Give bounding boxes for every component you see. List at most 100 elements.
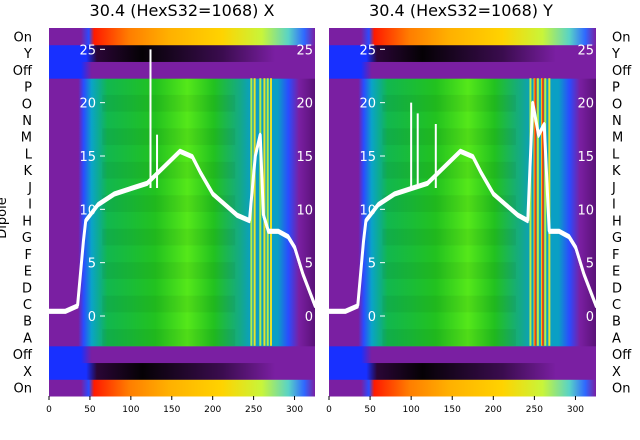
heatmap-image	[49, 28, 315, 397]
heatmap-row	[49, 278, 315, 297]
dipole-row-label: Off	[612, 64, 632, 79]
heatmap-streak	[529, 78, 532, 346]
heatmap-row	[49, 362, 315, 380]
heatmap-row	[49, 345, 315, 364]
heatmap-row	[49, 28, 315, 46]
dipole-row-label: X	[612, 365, 621, 380]
dipole-row-label: A	[612, 331, 621, 346]
heatmap-streak	[534, 78, 537, 346]
heatmap-row	[329, 362, 596, 380]
heatmap-row	[329, 128, 596, 146]
heatmap-streak	[269, 78, 272, 346]
x-tick-label: 150	[444, 405, 461, 415]
x-tick-label: 200	[204, 405, 221, 415]
panel-y: 30.4 (HexS32=1068) Y On X Off ABCDEFGHIJKLM…	[326, 1, 632, 415]
overlay-y-tick-label-right: 25	[577, 43, 594, 58]
overlay-y-tick-label: 5	[368, 257, 376, 272]
x-tick-label: 50	[364, 405, 376, 415]
dipole-row-label: P	[612, 81, 620, 96]
overlay-y-tick-label: 10	[79, 203, 96, 218]
x-tick-label: 300	[567, 405, 584, 415]
heatmap-row	[49, 245, 315, 263]
heatmap-row-shade	[382, 128, 516, 146]
heatmap-row	[329, 44, 596, 62]
heatmap-row	[329, 228, 596, 246]
heatmap-streak	[266, 78, 269, 346]
overlay-y-tick-label-right: 15	[296, 150, 313, 165]
overlay-line	[329, 100, 597, 311]
overlay-y-tick-label: 20	[359, 97, 376, 112]
heatmap-row-shade	[102, 329, 236, 346]
heatmap-row-shade	[102, 228, 236, 246]
dipole-row-label: Off	[13, 64, 33, 79]
overlay-y-tick-label-right: 25	[296, 43, 313, 58]
overlay-y-tick-label-right: 0	[586, 310, 594, 325]
overlay-y-tick-label: 0	[368, 310, 376, 325]
chart-title: 30.4 (HexS32=1068) Y	[369, 1, 553, 20]
dipole-row-label: On	[14, 30, 32, 45]
dipole-row-label: K	[23, 164, 32, 179]
dipole-row-label: Off	[612, 348, 632, 363]
chart-title: 30.4 (HexS32=1068) X	[90, 1, 275, 20]
heatmap-row-shade	[382, 262, 516, 279]
x-tick-label: 50	[84, 405, 96, 415]
x-tick-label: 150	[163, 405, 180, 415]
heatmap-row	[49, 195, 315, 213]
x-tick-label: 250	[526, 405, 543, 415]
dipole-row-label: J	[27, 181, 32, 196]
dipole-row-label: D	[612, 281, 622, 296]
heatmap-row	[49, 78, 315, 96]
dipole-row-label: N	[22, 114, 32, 129]
overlay-y-tick-label-right: 10	[296, 203, 313, 218]
heatmap-row	[329, 94, 596, 113]
overlay-y-tick-label-right: 5	[305, 257, 313, 272]
heatmap-row-shade	[102, 262, 236, 279]
dipole-row-label: F	[612, 248, 619, 263]
dipole-row-label: K	[612, 164, 621, 179]
overlay-line	[329, 104, 597, 314]
heatmap-row	[49, 262, 315, 280]
heatmap-row-shade	[102, 128, 236, 146]
overlay-y-tick-label: 25	[79, 43, 96, 58]
dipole-row-label: G	[22, 231, 32, 246]
dipole-row-label: M	[612, 131, 623, 146]
dipole-row-label: D	[22, 281, 32, 296]
panel-x: 30.4 (HexS32=1068) X On X Off ABCDEFGHIJKLM…	[0, 1, 317, 415]
dipole-row-label: P	[24, 81, 32, 96]
overlay-y-tick-label: 25	[359, 43, 376, 58]
heatmap-row	[329, 312, 596, 330]
dipole-row-label: O	[612, 97, 622, 112]
dipole-row-label: O	[22, 97, 32, 112]
heatmap-row	[49, 178, 315, 196]
overlay-plot	[49, 49, 317, 314]
heatmap-row-shade	[382, 295, 516, 313]
dipole-row-label: I	[612, 198, 616, 213]
heatmap-streak	[544, 78, 547, 346]
overlay-y-tick-label: 15	[79, 150, 96, 165]
heatmap-streak	[536, 78, 539, 346]
dipole-row-label: B	[612, 315, 621, 330]
overlay-y-axis: 0 0 5 5 10 10 15 15 20 20 25 25	[79, 43, 313, 325]
heatmap-streak	[541, 78, 544, 346]
heatmap-row-shade	[382, 228, 516, 246]
overlay-y-tick-label-right: 20	[577, 97, 594, 112]
heatmap-row	[329, 28, 596, 46]
overlay-y-tick-label-right: 5	[586, 257, 594, 272]
heatmap-row	[329, 111, 596, 129]
dipole-row-label: On	[612, 30, 630, 45]
heatmap-row	[49, 295, 315, 313]
heatmap-row	[49, 128, 315, 146]
heatmap-row	[329, 278, 596, 297]
overlay-y-axis: 0 0 5 5 10 10 15 15 20 20 25 25	[359, 43, 594, 325]
x-tick-label: 250	[245, 405, 262, 415]
overlay-plot	[329, 100, 598, 314]
dipole-row-label: M	[21, 131, 32, 146]
heatmap-row	[329, 178, 596, 196]
heatmap-row	[49, 44, 315, 62]
overlay-line	[49, 132, 316, 311]
dipole-row-label: L	[612, 147, 620, 162]
x-tick-label: 300	[286, 405, 303, 415]
